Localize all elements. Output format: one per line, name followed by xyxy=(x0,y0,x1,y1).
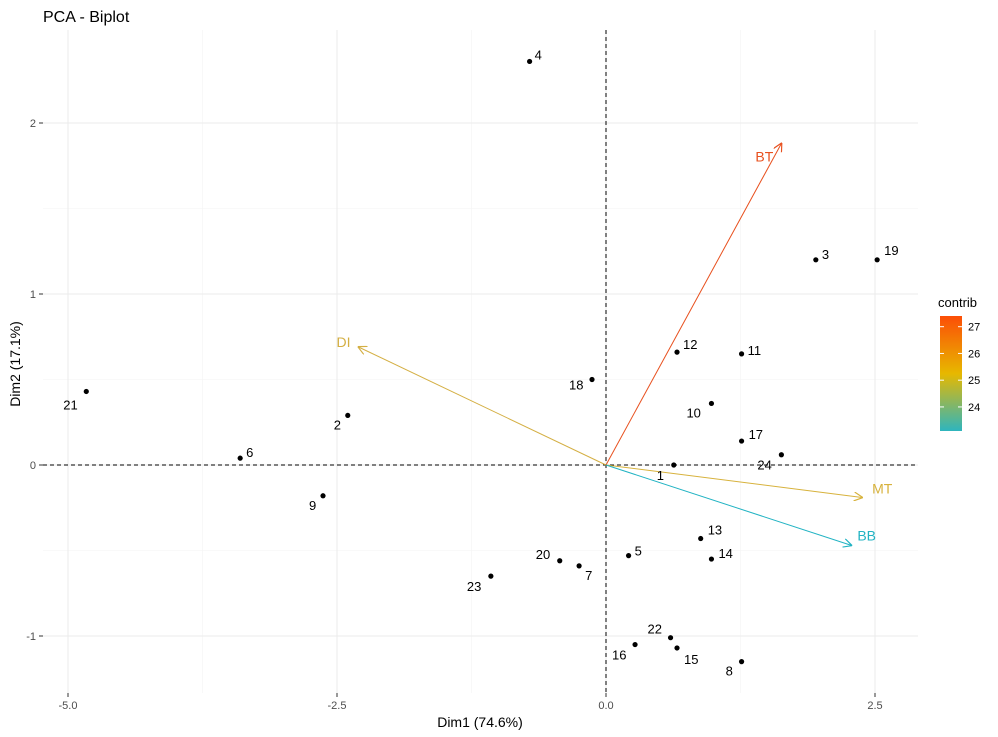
variable-arrow-mt xyxy=(605,464,862,497)
point-10 xyxy=(708,400,715,407)
point-label-12: 12 xyxy=(683,337,697,352)
point-21 xyxy=(83,388,89,395)
point-label-21: 21 xyxy=(63,397,77,412)
variable-label-di: DI xyxy=(337,334,351,350)
point-label-22: 22 xyxy=(648,622,662,637)
point-5 xyxy=(625,553,632,559)
point-label-10: 10 xyxy=(686,405,700,420)
point-label-24: 24 xyxy=(757,458,771,473)
variable-arrows: BT DI MT BB xyxy=(337,144,893,546)
point-12 xyxy=(674,349,680,355)
point-11 xyxy=(738,351,745,357)
legend-tick-label: 26 xyxy=(968,348,980,360)
x-tick-label: 0.0 xyxy=(598,700,613,712)
point-18 xyxy=(589,376,595,383)
variable-label-bb: BB xyxy=(857,527,876,543)
legend-title: contrib xyxy=(938,295,977,310)
x-tick-label: -5.0 xyxy=(59,700,78,712)
variable-arrow-di xyxy=(359,347,607,466)
point-1 xyxy=(671,462,677,468)
variable-label-bt: BT xyxy=(755,149,773,165)
point-label-14: 14 xyxy=(718,546,732,561)
point-20 xyxy=(557,558,563,564)
point-23 xyxy=(488,573,494,579)
point-label-5: 5 xyxy=(635,544,642,559)
point-label-13: 13 xyxy=(708,523,722,538)
point-16 xyxy=(632,641,638,648)
point-24 xyxy=(778,452,784,458)
point-label-6: 6 xyxy=(246,445,253,460)
grid xyxy=(43,30,918,693)
reference-lines xyxy=(43,30,918,693)
x-tick-label: 2.5 xyxy=(867,700,882,712)
point-label-4: 4 xyxy=(535,47,542,62)
point-2 xyxy=(345,412,351,419)
point-19 xyxy=(874,257,880,263)
point-label-19: 19 xyxy=(884,243,898,258)
y-tick-label: 1 xyxy=(30,289,36,301)
point-4 xyxy=(527,58,533,65)
point-label-15: 15 xyxy=(684,652,698,667)
x-axis-title: Dim1 (74.6%) xyxy=(437,714,523,730)
point-label-17: 17 xyxy=(749,427,763,442)
legend-color-bar xyxy=(940,316,962,431)
y-tick-label: -1 xyxy=(26,631,36,643)
point-label-23: 23 xyxy=(467,579,481,594)
legend-tick-label: 27 xyxy=(968,322,980,334)
point-13 xyxy=(698,535,704,542)
y-axis-title: Dim2 (17.1%) xyxy=(7,321,23,407)
point-label-8: 8 xyxy=(726,664,733,679)
point-22 xyxy=(667,635,674,641)
variable-label-mt: MT xyxy=(872,480,893,496)
legend-tick-label: 24 xyxy=(968,402,980,414)
point-label-18: 18 xyxy=(569,378,583,393)
contrib-legend: contrib 24 25 26 27 xyxy=(938,295,980,431)
point-label-3: 3 xyxy=(822,247,829,262)
point-label-1: 1 xyxy=(657,468,664,483)
point-label-7: 7 xyxy=(585,568,592,583)
point-label-11: 11 xyxy=(748,343,762,358)
point-8 xyxy=(738,659,745,665)
y-tick-label: 0 xyxy=(30,460,36,472)
variable-arrow-bb xyxy=(605,464,851,545)
chart-title: PCA - Biplot xyxy=(43,9,130,26)
point-label-20: 20 xyxy=(536,547,550,562)
x-tick-label: -2.5 xyxy=(328,700,347,712)
variable-arrow-bt xyxy=(605,144,781,466)
point-6 xyxy=(237,455,243,461)
point-label-2: 2 xyxy=(334,417,341,432)
point-label-16: 16 xyxy=(612,648,626,663)
point-15 xyxy=(674,645,680,651)
legend-tick-label: 25 xyxy=(968,375,980,387)
point-3 xyxy=(813,257,819,263)
point-label-9: 9 xyxy=(309,498,316,513)
point-17 xyxy=(738,438,745,444)
point-14 xyxy=(708,556,715,562)
point-7 xyxy=(576,563,582,569)
y-tick-label: 2 xyxy=(30,118,36,130)
point-9 xyxy=(320,493,326,499)
